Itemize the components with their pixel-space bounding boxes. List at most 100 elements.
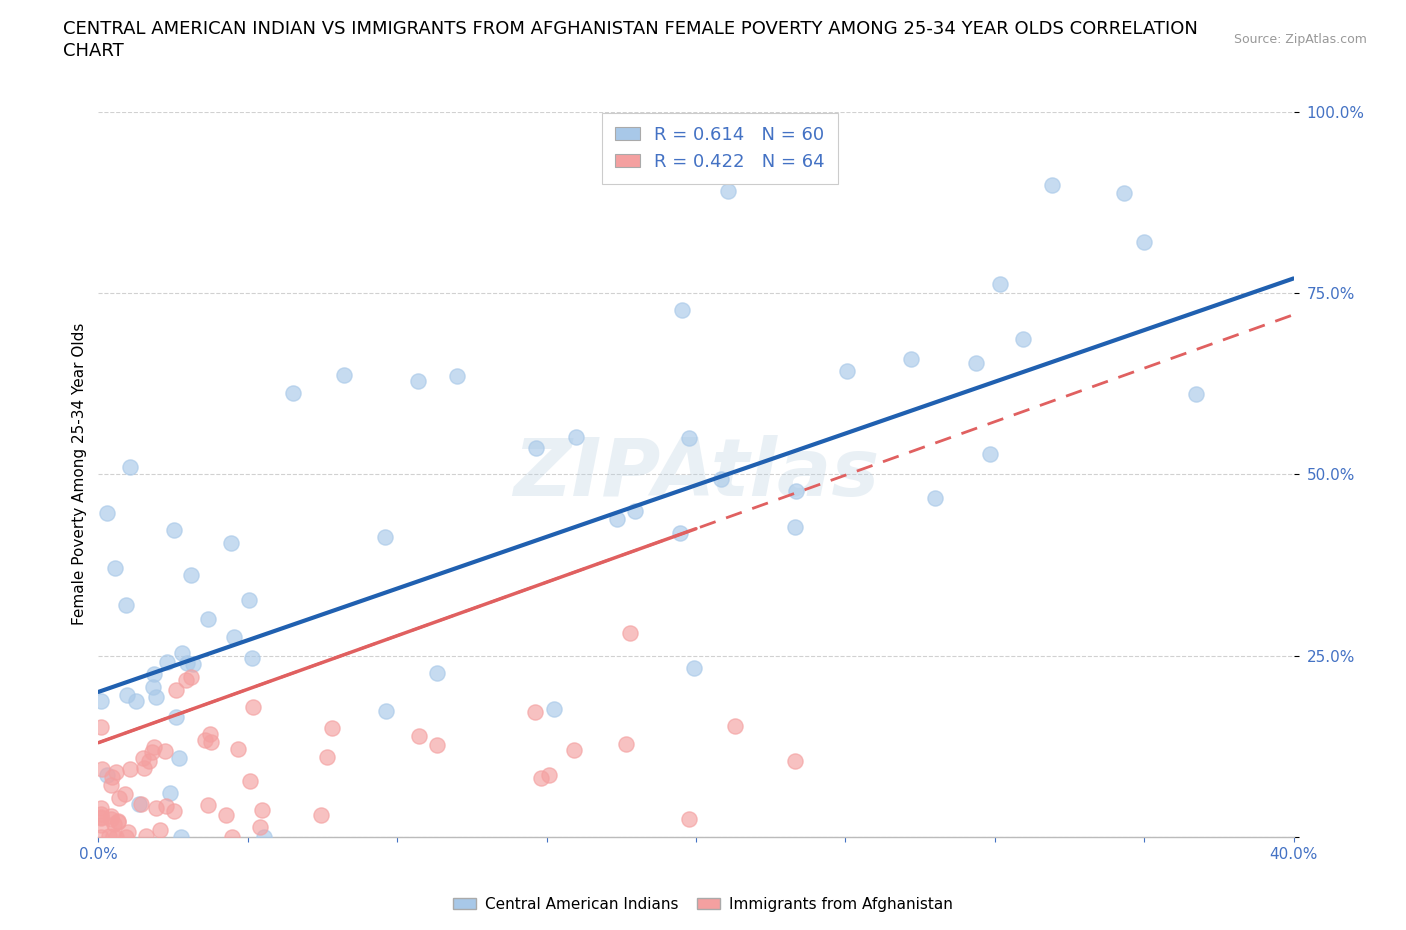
Point [565,430,588,445]
Point [988,276,1011,291]
Point [104,764,127,779]
Point [120,762,142,777]
Point [115,687,138,702]
Y-axis label: Female Poverty Among 25-34 Year Olds: Female Poverty Among 25-34 Year Olds [72,323,87,626]
Point [543,701,565,716]
Point [321,721,343,736]
Point [90,806,112,821]
Point [1184,386,1206,401]
Point [128,796,150,811]
Point [965,355,987,370]
Point [678,431,700,445]
Point [668,525,690,540]
Point [129,797,152,812]
Point [281,386,304,401]
Point [143,740,166,755]
Point [671,302,693,317]
Point [170,645,193,660]
Point [134,761,156,776]
Point [156,654,179,669]
Point [142,680,165,695]
Text: ZIPAtlas: ZIPAtlas [513,435,879,513]
Point [176,656,198,671]
Point [215,807,238,822]
Point [149,823,172,838]
Point [104,561,127,576]
Point [900,352,922,366]
Point [924,490,946,505]
Point [145,689,167,704]
Point [91,762,114,777]
Point [240,651,263,666]
Point [155,798,177,813]
Point [619,626,641,641]
Point [197,797,219,812]
Point [114,598,136,613]
Point [145,800,167,815]
Point [1011,332,1033,347]
Point [107,815,129,830]
Point [194,732,217,747]
Point [311,808,333,823]
Point [249,820,271,835]
Point [239,774,262,789]
Point [408,373,430,388]
Point [526,441,548,456]
Point [90,830,112,844]
Point [135,829,157,844]
Point [606,512,628,526]
Point [333,367,356,382]
Point [374,704,396,719]
Point [238,593,260,608]
Point [253,830,276,844]
Point [141,745,163,760]
Point [710,472,733,486]
Point [252,803,274,817]
Point [219,536,242,551]
Point [408,728,430,743]
Point [538,768,561,783]
Point [717,183,740,198]
Point [562,743,585,758]
Point [159,785,181,800]
Point [316,750,339,764]
Point [90,817,112,832]
Point [1133,234,1156,249]
Point [96,768,118,783]
Legend: R = 0.614   N = 60, R = 0.422   N = 64: R = 0.614 N = 60, R = 0.422 N = 64 [602,113,838,184]
Point [107,813,129,828]
Point [170,830,193,844]
Text: CENTRAL AMERICAN INDIAN VS IMMIGRANTS FROM AFGHANISTAN FEMALE POVERTY AMONG 25-3: CENTRAL AMERICAN INDIAN VS IMMIGRANTS FR… [63,20,1198,38]
Point [242,699,264,714]
Point [221,830,243,844]
Point [174,672,197,687]
Point [624,503,647,518]
Point [98,829,121,844]
Point [138,754,160,769]
Point [180,567,202,582]
Point [163,523,186,538]
Point [90,693,112,708]
Point [165,710,187,724]
Point [114,787,136,802]
Point [117,825,139,840]
Point [100,777,122,792]
Point [90,810,112,825]
Point [446,369,468,384]
Text: CHART: CHART [63,42,124,60]
Point [682,660,704,675]
Point [118,459,141,474]
Point [103,817,125,831]
Point [165,683,187,698]
Point [101,829,124,844]
Point [724,718,747,733]
Point [730,152,752,166]
Point [374,530,396,545]
Point [783,520,806,535]
Legend: Central American Indians, Immigrants from Afghanistan: Central American Indians, Immigrants fro… [447,891,959,918]
Point [197,612,219,627]
Point [180,670,202,684]
Point [167,751,190,765]
Point [105,830,128,844]
Point [425,665,447,680]
